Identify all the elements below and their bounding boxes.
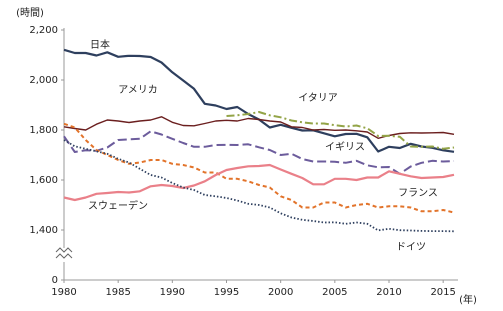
x-tick-label: 2015 — [430, 287, 455, 298]
x-axis-title: (年) — [459, 293, 477, 306]
y-tick-label: 1,400 — [29, 225, 58, 236]
x-tick-label: 1980 — [51, 287, 76, 298]
x-tick-label: 2010 — [376, 287, 401, 298]
y-tick-label: 1,600 — [29, 175, 58, 186]
x-tick-label: 1990 — [160, 287, 185, 298]
x-tick-label: 2005 — [322, 287, 347, 298]
series-line — [63, 139, 455, 233]
series-label: イタリア — [298, 92, 338, 104]
series-line — [63, 163, 455, 202]
series-line — [63, 116, 455, 139]
x-tick-label: 1985 — [105, 287, 130, 298]
series-line — [63, 130, 455, 175]
y-axis-title: (時間) — [16, 7, 44, 19]
x-tick-label: 2000 — [268, 287, 293, 298]
series-label: スウェーデン — [88, 199, 148, 212]
series-label: アメリカ — [118, 84, 158, 96]
series-label: フランス — [398, 187, 438, 199]
series-line — [226, 111, 455, 150]
y-tick-label: 1,800 — [29, 125, 58, 136]
y-tick-label: 2,000 — [29, 75, 58, 86]
axis-break — [55, 247, 73, 259]
series-line — [63, 122, 455, 214]
x-tick-label: 1995 — [214, 287, 239, 298]
series-label: 日本 — [90, 38, 110, 51]
y-tick-label: 0 — [52, 275, 58, 286]
series-label: ドイツ — [396, 242, 426, 253]
series-label: イギリス — [325, 141, 365, 153]
y-tick-label: 2,200 — [29, 25, 58, 36]
series-line — [63, 48, 455, 153]
